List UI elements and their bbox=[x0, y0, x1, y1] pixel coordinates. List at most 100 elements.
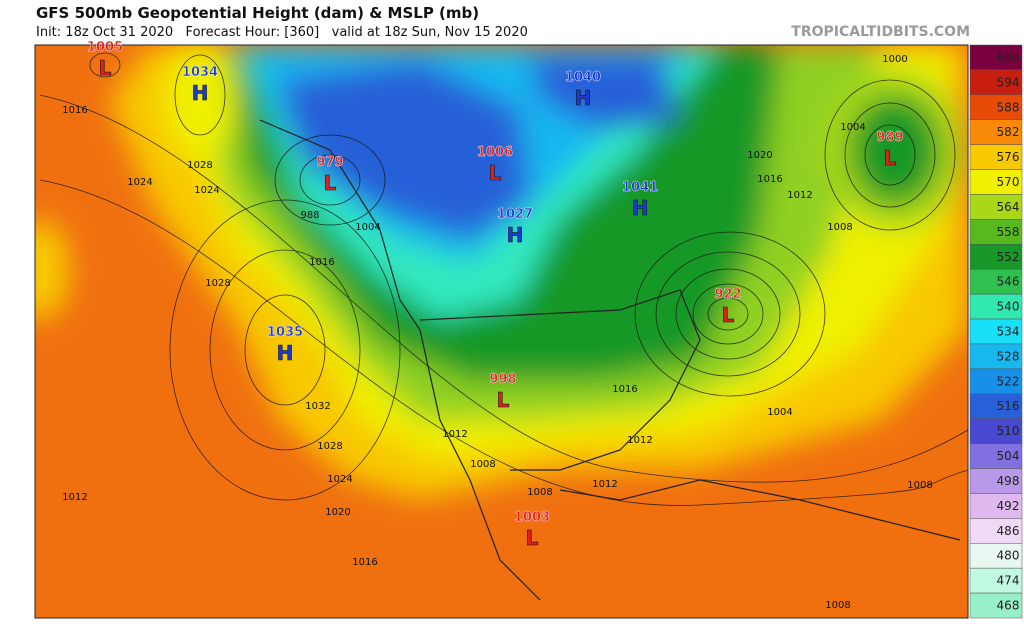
isobar-label: 1004 bbox=[840, 122, 865, 133]
colorbar-label: 504 bbox=[997, 449, 1020, 463]
colorbar: 600 594 588 582 576 570 564 558 552 546 540 534 528 5… bbox=[969, 44, 1023, 619]
colorbar-swatch bbox=[969, 518, 1023, 544]
colorbar-swatch bbox=[969, 343, 1023, 370]
colorbar-label: 492 bbox=[997, 499, 1020, 513]
center-value: 1006 bbox=[477, 145, 513, 160]
isobar-label: 1008 bbox=[907, 480, 932, 491]
isobar-label: 1008 bbox=[827, 222, 852, 233]
center-value: 922 bbox=[714, 287, 741, 302]
isobar-label: 1008 bbox=[470, 459, 495, 470]
colorbar-swatch bbox=[969, 368, 1023, 395]
colorbar-label: 564 bbox=[997, 200, 1020, 214]
isobar-label: 1016 bbox=[352, 557, 377, 568]
colorbar-label: 540 bbox=[997, 300, 1020, 314]
center-value: 979 bbox=[316, 155, 343, 170]
isobar-label: 1016 bbox=[757, 174, 782, 185]
center-letter: L bbox=[884, 146, 897, 170]
colorbar-swatch bbox=[969, 268, 1023, 295]
colorbar-swatch bbox=[969, 567, 1023, 594]
colorbar-swatch bbox=[969, 318, 1023, 345]
center-letter: H bbox=[277, 341, 294, 365]
colorbar-label: 546 bbox=[997, 275, 1020, 289]
center-value: 1035 bbox=[267, 325, 303, 340]
center-value: 1040 bbox=[565, 70, 601, 85]
center-value: 1041 bbox=[622, 180, 658, 195]
colorbar-label: 570 bbox=[997, 175, 1020, 189]
colorbar-swatch bbox=[969, 169, 1023, 195]
colorbar-label: 552 bbox=[997, 250, 1020, 264]
colorbar-swatch bbox=[969, 44, 1023, 71]
colorbar-swatch bbox=[969, 293, 1023, 320]
isobar-label: 1024 bbox=[127, 177, 152, 188]
center-value: 1027 bbox=[497, 207, 533, 222]
colorbar-label: 474 bbox=[997, 574, 1020, 588]
colorbar-swatch bbox=[969, 69, 1023, 96]
center-letter: H bbox=[192, 81, 209, 105]
colorbar-label: 534 bbox=[997, 325, 1020, 339]
colorbar-swatch bbox=[969, 443, 1023, 469]
colorbar-label: 486 bbox=[997, 524, 1020, 538]
colorbar-label: 594 bbox=[997, 75, 1020, 89]
center-letter: H bbox=[575, 86, 592, 110]
colorbar-swatch bbox=[969, 244, 1023, 270]
map-frame bbox=[34, 44, 969, 619]
subtitle: Init: 18z Oct 31 2020 Forecast Hour: [36… bbox=[36, 25, 528, 40]
center-value: 1005 bbox=[87, 40, 123, 55]
colorbar-swatch bbox=[969, 119, 1023, 145]
isobar-label: 988 bbox=[300, 210, 319, 221]
isobar-label: 1020 bbox=[325, 507, 350, 518]
colorbar-swatch bbox=[969, 144, 1023, 170]
center-value: 1034 bbox=[182, 65, 218, 80]
colorbar-label: 588 bbox=[997, 100, 1020, 114]
height-field bbox=[35, 45, 968, 618]
isobar-label: 1016 bbox=[309, 257, 334, 268]
isobar-label: 1004 bbox=[767, 407, 792, 418]
isobar-label: 1032 bbox=[305, 401, 330, 412]
colorbar-label: 516 bbox=[997, 399, 1020, 413]
colorbar-label: 528 bbox=[997, 349, 1020, 363]
center-value: 998 bbox=[489, 372, 516, 387]
center-value: 989 bbox=[876, 130, 903, 145]
site-name: TROPICALTIDBITS.COM bbox=[791, 24, 970, 40]
center-letter: L bbox=[497, 388, 510, 412]
isobar-label: 1004 bbox=[355, 222, 380, 233]
colorbar-swatch bbox=[969, 194, 1023, 220]
colorbar-label: 510 bbox=[997, 424, 1020, 438]
colorbar-label: 600 bbox=[997, 50, 1020, 64]
isobar-label: 1024 bbox=[194, 185, 219, 196]
colorbar-swatch bbox=[969, 543, 1023, 569]
center-letter: L bbox=[526, 526, 539, 550]
colorbar-label: 576 bbox=[997, 150, 1020, 164]
isobar-label: 1028 bbox=[205, 278, 230, 289]
isobar-label: 1020 bbox=[747, 150, 772, 161]
colorbar-label: 522 bbox=[997, 374, 1020, 388]
isobar-label: 1024 bbox=[327, 474, 352, 485]
center-letter: H bbox=[632, 196, 649, 220]
colorbar-label: 498 bbox=[997, 474, 1020, 488]
colorbar-swatch bbox=[969, 219, 1023, 245]
colorbar-swatch bbox=[969, 592, 1023, 619]
colorbar-label: 468 bbox=[997, 599, 1020, 613]
isobar-label: 1000 bbox=[882, 54, 907, 65]
colorbar-label: 558 bbox=[997, 225, 1020, 239]
center-value: 1003 bbox=[514, 510, 550, 525]
isobar-label: 1012 bbox=[627, 435, 652, 446]
isobar-label: 1008 bbox=[825, 600, 850, 611]
colorbar-label: 582 bbox=[997, 125, 1020, 139]
isobar-label: 1016 bbox=[612, 384, 637, 395]
colorbar-swatch bbox=[969, 393, 1023, 419]
center-letter: H bbox=[507, 223, 524, 247]
center-letter: L bbox=[489, 161, 502, 185]
